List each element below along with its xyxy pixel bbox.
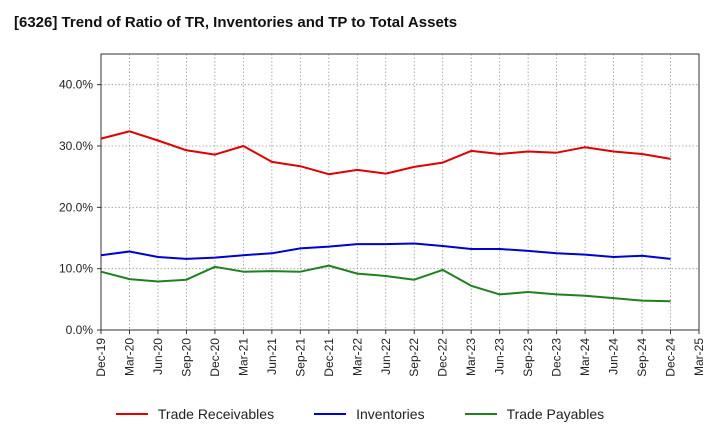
x-tick-label: Mar-24 — [578, 338, 592, 376]
x-tick-label: Mar-21 — [236, 338, 250, 376]
legend-label: Trade Receivables — [157, 406, 275, 422]
x-tick-label: Jun-20 — [151, 338, 165, 375]
x-tick-label: Sep-20 — [179, 338, 193, 377]
legend-swatch — [464, 413, 497, 415]
legend-item-inventories: Inventories — [314, 404, 425, 424]
x-tick-label: Sep-24 — [635, 338, 649, 377]
x-tick-label: Mar-22 — [350, 338, 364, 376]
legend-label: Trade Payables — [506, 406, 605, 422]
chart-legend: Trade Receivables Inventories Trade Payabl… — [0, 404, 720, 424]
x-tick-label: Jun-23 — [493, 338, 507, 375]
x-tick-label: Dec-20 — [208, 338, 222, 377]
x-tick-label: Sep-22 — [407, 338, 421, 377]
x-tick-label: Mar-23 — [464, 338, 478, 376]
x-tick-label: Jun-24 — [607, 338, 621, 375]
x-tick-label: Jun-22 — [379, 338, 393, 375]
series-line-trade-receivables — [100, 130, 671, 176]
plot-frame — [100, 53, 700, 331]
x-tick-label: Jun-21 — [265, 338, 279, 375]
legend-swatch — [115, 413, 148, 415]
x-tick-label: Dec-19 — [94, 338, 108, 377]
x-tick-label: Sep-21 — [293, 338, 307, 377]
legend-item-trade-receivables: Trade Receivables — [115, 404, 275, 424]
x-tick-label: Dec-21 — [322, 338, 336, 377]
legend-swatch — [314, 413, 347, 415]
x-tick-label: Sep-23 — [521, 338, 535, 377]
y-tick-label: 10.0% — [59, 262, 93, 276]
legend-item-trade-payables: Trade Payables — [464, 404, 605, 424]
x-tick-label: Mar-20 — [122, 338, 136, 376]
legend-label: Inventories — [356, 406, 425, 422]
x-tick-label: Dec-22 — [436, 338, 450, 377]
x-tick-label: Dec-23 — [550, 338, 564, 377]
y-tick-label: 30.0% — [59, 139, 93, 153]
y-tick-label: 0.0% — [66, 323, 94, 337]
series-line-inventories — [100, 242, 671, 260]
x-tick-label: Mar-25 — [692, 338, 706, 376]
series-line-trade-payables — [100, 264, 671, 303]
chart-title: [6326] Trend of Ratio of TR, Inventories… — [14, 14, 458, 31]
y-tick-label: 20.0% — [59, 200, 93, 214]
x-tick-label: Dec-24 — [664, 338, 678, 377]
y-tick-label: 40.0% — [59, 78, 93, 92]
